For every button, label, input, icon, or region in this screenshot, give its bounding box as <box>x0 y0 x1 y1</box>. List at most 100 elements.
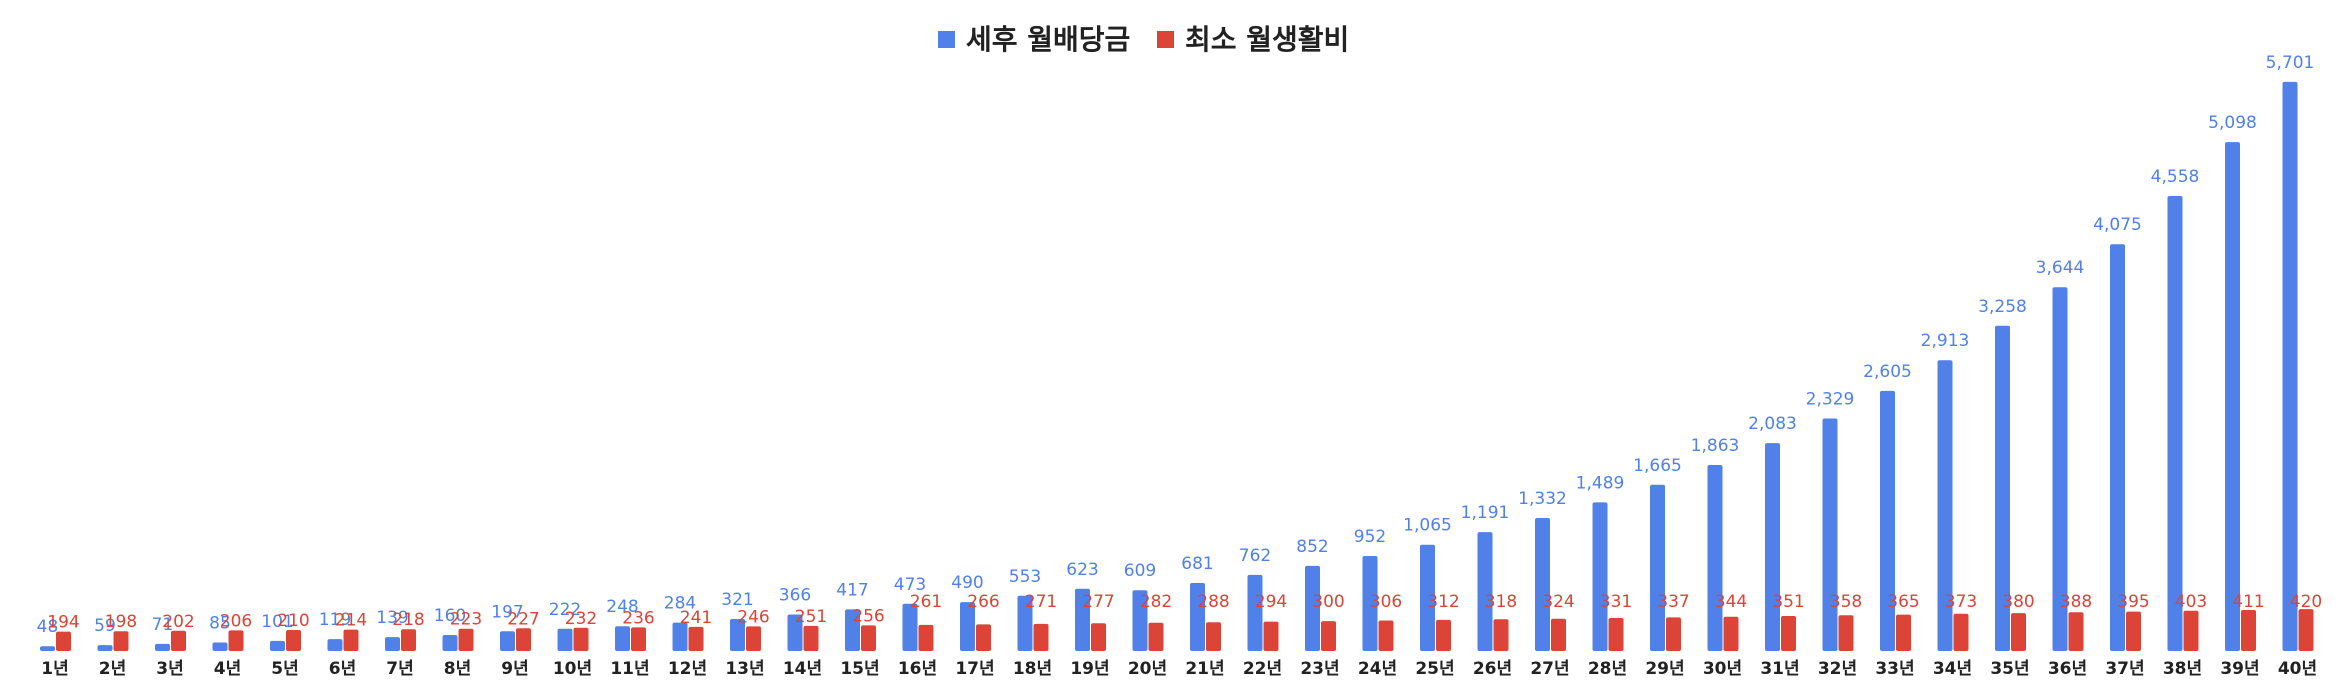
x-tick-label: 11년 <box>610 659 649 679</box>
value-label-dividend: 71 <box>152 615 174 635</box>
bar-living-cost <box>401 629 416 651</box>
value-label-dividend: 5,701 <box>2266 53 2315 73</box>
bar-living-cost <box>746 626 761 651</box>
x-tick-label: 7년 <box>386 659 413 679</box>
bar-living-cost <box>631 627 646 651</box>
value-label-living-cost: 261 <box>910 592 942 612</box>
bar-dividend <box>845 609 860 651</box>
bar-dividend <box>1650 484 1665 651</box>
value-label-dividend: 4,558 <box>2151 167 2200 187</box>
bar-dividend <box>1190 583 1205 651</box>
bar-dividend <box>327 639 343 651</box>
value-label-dividend: 852 <box>1296 537 1328 557</box>
value-label-living-cost: 358 <box>1830 592 1862 612</box>
value-label-dividend: 1,065 <box>1403 516 1452 536</box>
bar-living-cost <box>1493 619 1509 651</box>
bar-living-cost <box>1263 621 1279 651</box>
value-label-living-cost: 223 <box>450 610 482 630</box>
bar-living-cost <box>1551 618 1566 651</box>
bar-dividend <box>1535 518 1550 651</box>
value-label-living-cost: 202 <box>162 612 194 632</box>
value-label-dividend: 2,083 <box>1748 414 1797 434</box>
bar-dividend <box>557 628 573 651</box>
bar-dividend <box>97 645 113 651</box>
x-tick-label: 38년 <box>2163 659 2202 679</box>
bar-living-cost <box>1378 620 1394 651</box>
value-label-dividend: 4,075 <box>2093 215 2142 235</box>
bar-dividend <box>2052 287 2068 651</box>
bar-living-cost <box>803 625 819 651</box>
value-label-dividend: 1,489 <box>1576 473 1625 493</box>
value-label-dividend: 952 <box>1354 527 1386 547</box>
value-label-dividend: 197 <box>491 602 523 622</box>
bar-dividend <box>960 602 975 651</box>
bar-dividend <box>1995 325 2010 651</box>
bar-living-cost <box>1033 623 1049 651</box>
value-label-living-cost: 210 <box>277 611 309 631</box>
x-tick-label: 6년 <box>329 659 356 679</box>
value-label-living-cost: 312 <box>1427 592 1459 612</box>
value-label-living-cost: 300 <box>1312 592 1344 612</box>
value-label-living-cost: 266 <box>967 592 999 612</box>
value-label-dividend: 2,605 <box>1863 362 1912 382</box>
value-label-living-cost: 232 <box>565 609 597 629</box>
x-tick-label: 14년 <box>783 659 822 679</box>
bar-living-cost <box>1838 615 1854 651</box>
value-label-living-cost: 194 <box>47 613 79 633</box>
bar-dividend <box>212 642 228 651</box>
value-label-living-cost: 380 <box>2002 592 2034 612</box>
value-label-dividend: 623 <box>1066 560 1098 580</box>
bar-living-cost <box>976 624 991 651</box>
bar-living-cost <box>1953 613 1969 651</box>
value-label-living-cost: 324 <box>1542 592 1574 612</box>
bar-living-cost <box>1723 616 1739 651</box>
x-tick-label: 20년 <box>1128 659 1167 679</box>
value-label-dividend: 1,665 <box>1633 456 1682 476</box>
bar-dividend <box>1707 465 1723 651</box>
bar-living-cost <box>2011 613 2026 651</box>
x-tick-label: 12년 <box>668 659 707 679</box>
x-tick-label: 35년 <box>1990 659 2029 679</box>
x-tick-label: 19년 <box>1070 659 1109 679</box>
value-label-dividend: 2,329 <box>1806 390 1855 410</box>
x-tick-label: 24년 <box>1358 659 1397 679</box>
x-tick-label: 26년 <box>1473 659 1512 679</box>
bar-dividend <box>902 603 918 651</box>
bar-dividend <box>1362 556 1378 651</box>
bar-living-cost <box>1436 619 1451 651</box>
value-label-living-cost: 337 <box>1657 592 1689 612</box>
value-label-living-cost: 411 <box>2232 592 2264 612</box>
value-label-dividend: 3,258 <box>1978 297 2027 317</box>
value-label-living-cost: 351 <box>1772 592 1804 612</box>
bar-dividend <box>1420 544 1435 651</box>
value-label-dividend: 1,863 <box>1691 436 1740 456</box>
legend-swatch-dividend <box>938 31 955 48</box>
x-tick-label: 39년 <box>2220 659 2259 679</box>
value-label-living-cost: 373 <box>1945 592 1977 612</box>
value-label-dividend: 609 <box>1124 561 1156 581</box>
value-label-living-cost: 271 <box>1025 592 1057 612</box>
x-tick-label: 17년 <box>955 659 994 679</box>
bar-living-cost <box>1608 618 1624 651</box>
value-label-dividend: 762 <box>1239 546 1271 566</box>
x-tick-label: 16년 <box>898 659 937 679</box>
legend-swatch-living-cost <box>1157 31 1174 48</box>
x-tick-label: 34년 <box>1933 659 1972 679</box>
value-label-living-cost: 256 <box>852 606 884 626</box>
value-label-living-cost: 218 <box>392 610 424 630</box>
value-label-dividend: 59 <box>94 616 116 636</box>
bar-living-cost <box>1206 622 1221 651</box>
bar-dividend <box>1075 588 1090 651</box>
value-label-dividend: 5,098 <box>2208 113 2257 133</box>
bar-dividend <box>155 643 170 651</box>
x-tick-label: 37년 <box>2105 659 2144 679</box>
x-tick-label: 22년 <box>1243 659 1282 679</box>
x-tick-label: 10년 <box>553 659 592 679</box>
value-label-living-cost: 246 <box>737 607 769 627</box>
bar-dividend <box>1477 532 1493 651</box>
value-label-dividend: 48 <box>37 617 59 637</box>
value-label-dividend: 101 <box>261 612 293 632</box>
bar-living-cost <box>1321 621 1336 651</box>
value-label-dividend: 3,644 <box>2036 258 2085 278</box>
